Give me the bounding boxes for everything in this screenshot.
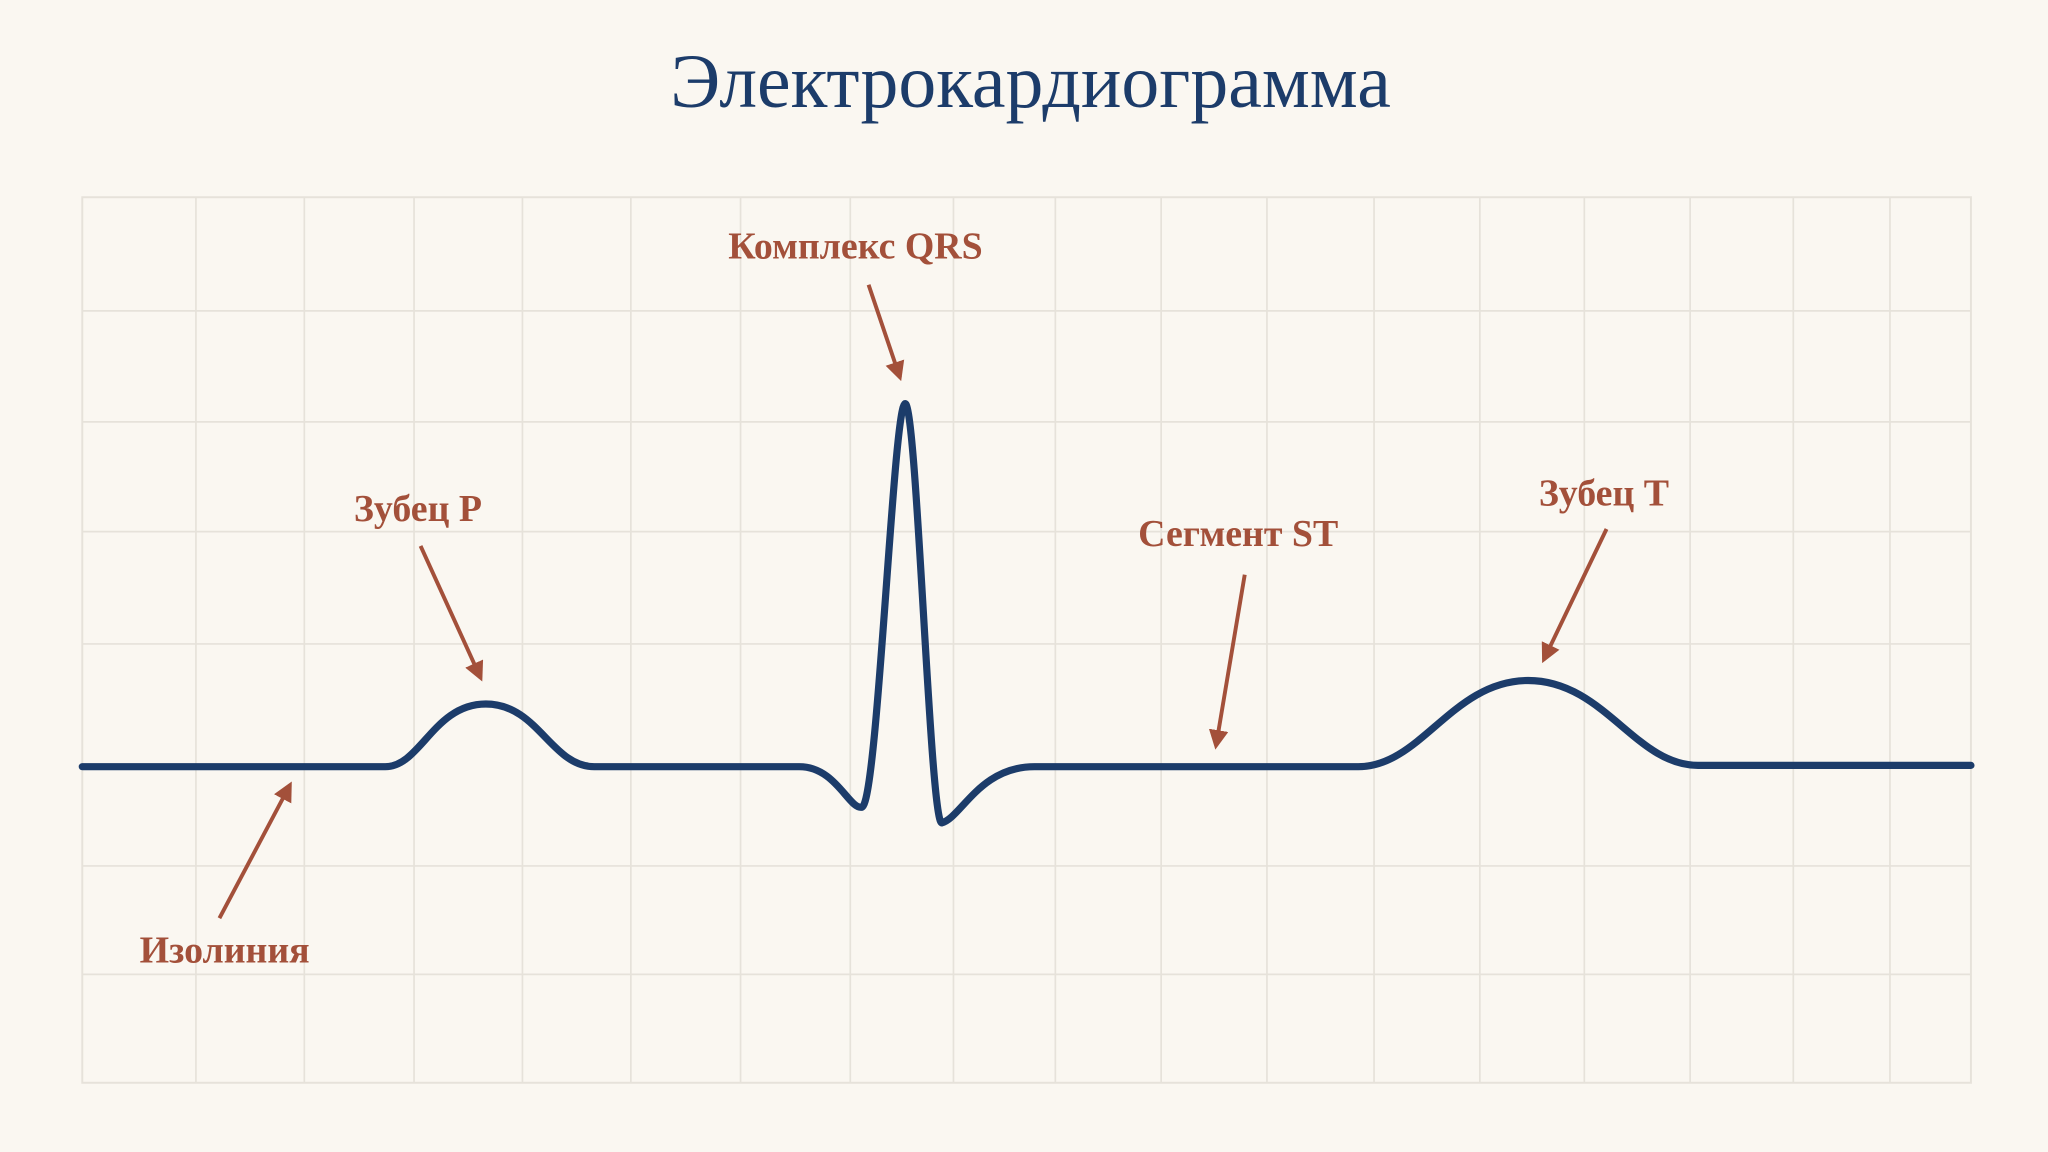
arrow bbox=[866, 284, 905, 382]
arrow bbox=[1541, 528, 1609, 664]
arrow bbox=[217, 781, 292, 920]
grid-border bbox=[81, 196, 1972, 1084]
annotation-label: Комплекс QRS bbox=[728, 226, 982, 268]
arrow bbox=[418, 545, 484, 682]
annotation-label: Зубец P bbox=[354, 488, 482, 530]
grid bbox=[82, 197, 1971, 1083]
ecg-waveform bbox=[78, 400, 1975, 827]
arrow bbox=[1208, 574, 1247, 750]
title: Электрокардиограмма bbox=[670, 40, 1391, 124]
annotation-label: Изолиния bbox=[140, 930, 310, 972]
annotation-label: Сегмент ST bbox=[1138, 513, 1338, 555]
annotation-label: Зубец T bbox=[1539, 472, 1669, 514]
